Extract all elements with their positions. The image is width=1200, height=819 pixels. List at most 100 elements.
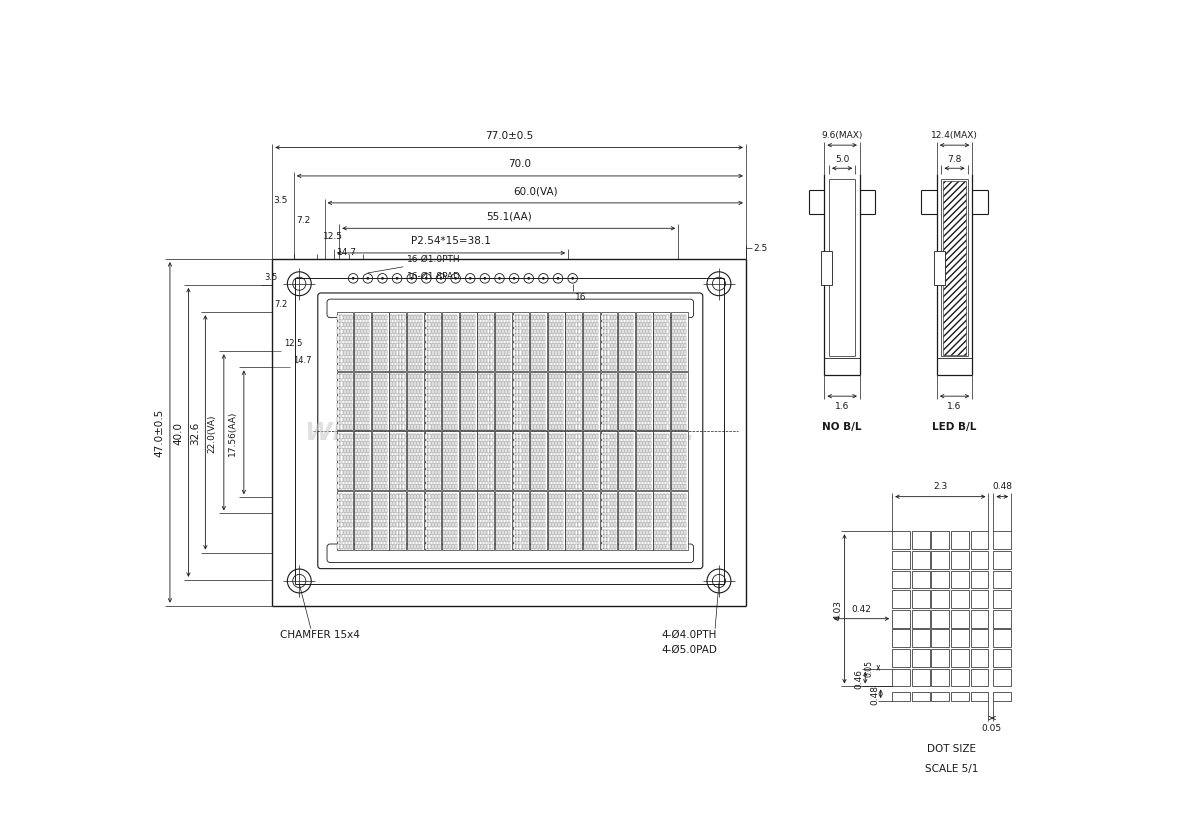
Bar: [664, 315, 666, 320]
Bar: [420, 396, 422, 401]
Bar: [341, 470, 343, 475]
Bar: [481, 537, 484, 542]
Bar: [455, 434, 457, 440]
Bar: [428, 470, 431, 475]
Bar: [343, 315, 346, 320]
Bar: [343, 337, 346, 342]
Bar: [402, 456, 404, 461]
Bar: [485, 315, 486, 320]
Bar: [494, 491, 512, 550]
Bar: [971, 551, 989, 569]
Bar: [520, 418, 522, 423]
Bar: [396, 404, 398, 409]
Bar: [485, 463, 486, 468]
Bar: [449, 544, 451, 550]
Bar: [461, 456, 463, 461]
Bar: [355, 351, 358, 356]
Bar: [640, 434, 642, 440]
Bar: [390, 477, 392, 482]
Text: 7.2: 7.2: [296, 215, 311, 224]
Bar: [410, 323, 413, 328]
Bar: [636, 494, 638, 500]
Bar: [452, 404, 455, 409]
Bar: [526, 396, 528, 401]
Bar: [658, 434, 659, 440]
Bar: [400, 449, 402, 454]
Bar: [636, 523, 638, 528]
Bar: [680, 494, 683, 500]
Bar: [646, 396, 648, 401]
Bar: [649, 456, 650, 461]
Bar: [481, 329, 484, 335]
Bar: [452, 425, 455, 430]
Bar: [443, 329, 445, 335]
Bar: [443, 501, 445, 506]
Bar: [347, 358, 349, 364]
Bar: [379, 382, 380, 387]
Bar: [569, 509, 571, 514]
Bar: [455, 323, 457, 328]
Bar: [566, 456, 569, 461]
Bar: [455, 425, 457, 430]
Bar: [560, 530, 563, 535]
Bar: [376, 358, 378, 364]
Bar: [646, 501, 648, 506]
Bar: [438, 537, 440, 542]
Bar: [514, 389, 516, 394]
Bar: [578, 530, 581, 535]
Bar: [530, 501, 533, 506]
Bar: [376, 530, 378, 535]
Bar: [622, 337, 624, 342]
Bar: [358, 485, 360, 490]
Bar: [658, 329, 659, 335]
Bar: [499, 382, 502, 387]
Bar: [390, 365, 392, 370]
Bar: [605, 537, 606, 542]
Bar: [646, 477, 648, 482]
Bar: [522, 537, 524, 542]
Bar: [569, 523, 571, 528]
Bar: [526, 494, 528, 500]
Bar: [432, 456, 433, 461]
Bar: [558, 470, 560, 475]
Bar: [678, 351, 680, 356]
Bar: [601, 537, 604, 542]
Bar: [443, 313, 460, 371]
Bar: [666, 530, 668, 535]
Bar: [654, 515, 656, 521]
Bar: [379, 449, 380, 454]
Bar: [548, 396, 551, 401]
Bar: [347, 344, 349, 349]
Bar: [605, 515, 606, 521]
Bar: [631, 404, 634, 409]
Bar: [382, 410, 384, 416]
Bar: [337, 434, 340, 440]
Bar: [526, 434, 528, 440]
Bar: [367, 365, 370, 370]
Bar: [443, 530, 445, 535]
Bar: [487, 365, 490, 370]
Bar: [485, 501, 486, 506]
Bar: [554, 544, 557, 550]
Bar: [407, 491, 424, 550]
Bar: [420, 358, 422, 364]
Bar: [578, 515, 581, 521]
Bar: [625, 418, 628, 423]
Bar: [443, 351, 445, 356]
Bar: [428, 515, 431, 521]
Bar: [449, 337, 451, 342]
Bar: [636, 389, 638, 394]
Bar: [625, 523, 628, 528]
Bar: [373, 315, 374, 320]
Bar: [654, 441, 656, 446]
Bar: [478, 418, 480, 423]
Bar: [649, 389, 650, 394]
Bar: [530, 485, 533, 490]
Bar: [481, 382, 484, 387]
Bar: [994, 692, 1012, 701]
Bar: [481, 515, 484, 521]
Bar: [425, 485, 427, 490]
Bar: [396, 523, 398, 528]
Bar: [376, 351, 378, 356]
Bar: [402, 509, 404, 514]
